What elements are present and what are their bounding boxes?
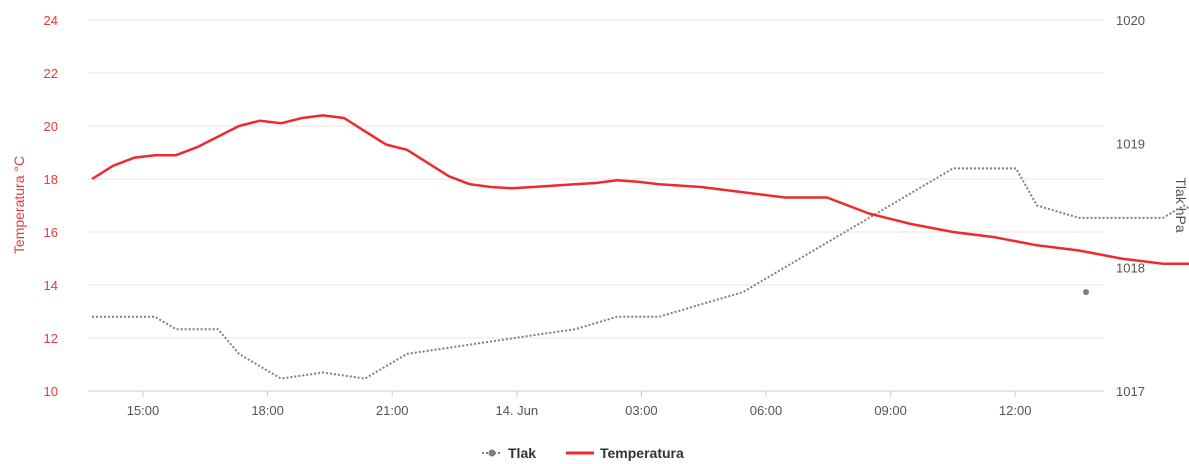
- y-right-tick-labels: 1017 1018 1019 1020: [1116, 13, 1145, 399]
- y-left-tick-label: 12: [44, 331, 58, 346]
- x-tick-labels: 15:00 18:00 21:00 14. Jun 03:00 06:00 09:00 12:…: [127, 403, 1032, 418]
- legend-item-tlak[interactable]: Tlak: [482, 445, 536, 461]
- legend-label-tlak: Tlak: [508, 445, 536, 461]
- grid-lines: [88, 19, 1104, 397]
- series-layer: [91, 114, 1189, 380]
- y-left-axis-title: Temperatura °C: [11, 156, 27, 254]
- y-left-tick-labels: 10 12 14 16 18 20 22 24: [44, 13, 58, 399]
- y-right-tick-label: 1020: [1116, 13, 1145, 28]
- y-right-tick-label: 1017: [1116, 384, 1145, 399]
- y-left-tick-label: 22: [44, 66, 58, 81]
- y-left-tick-label: 24: [44, 13, 58, 28]
- x-tick-label: 18:00: [251, 403, 284, 418]
- series-end-marker: [1083, 289, 1089, 296]
- y-left-tick-label: 10: [44, 384, 58, 399]
- legend-label-temperatura: Temperatura: [600, 445, 684, 461]
- y-right-axis-title: Tlak hPa: [1173, 177, 1189, 232]
- y-right-tick-label: 1019: [1116, 137, 1145, 152]
- y-left-tick-label: 14: [44, 278, 58, 293]
- y-left-tick-label: 16: [44, 225, 58, 240]
- x-tick-label: 15:00: [127, 403, 160, 418]
- legend: Tlak Temperatura: [482, 445, 684, 461]
- y-left-tick-label: 18: [44, 172, 58, 187]
- x-tick-label: 06:00: [750, 403, 783, 418]
- x-tick-label: 09:00: [874, 403, 907, 418]
- legend-item-temperatura[interactable]: Temperatura: [566, 445, 684, 461]
- series-line-temperatura: [91, 114, 1189, 266]
- x-tick-label: 14. Jun: [495, 403, 538, 418]
- y-right-tick-label: 1018: [1116, 260, 1145, 275]
- legend-tlak-marker: [488, 449, 496, 457]
- x-tick-label: 21:00: [376, 403, 409, 418]
- x-tick-label: 12:00: [999, 403, 1032, 418]
- y-left-tick-label: 20: [44, 119, 58, 134]
- x-tick-label: 03:00: [625, 403, 658, 418]
